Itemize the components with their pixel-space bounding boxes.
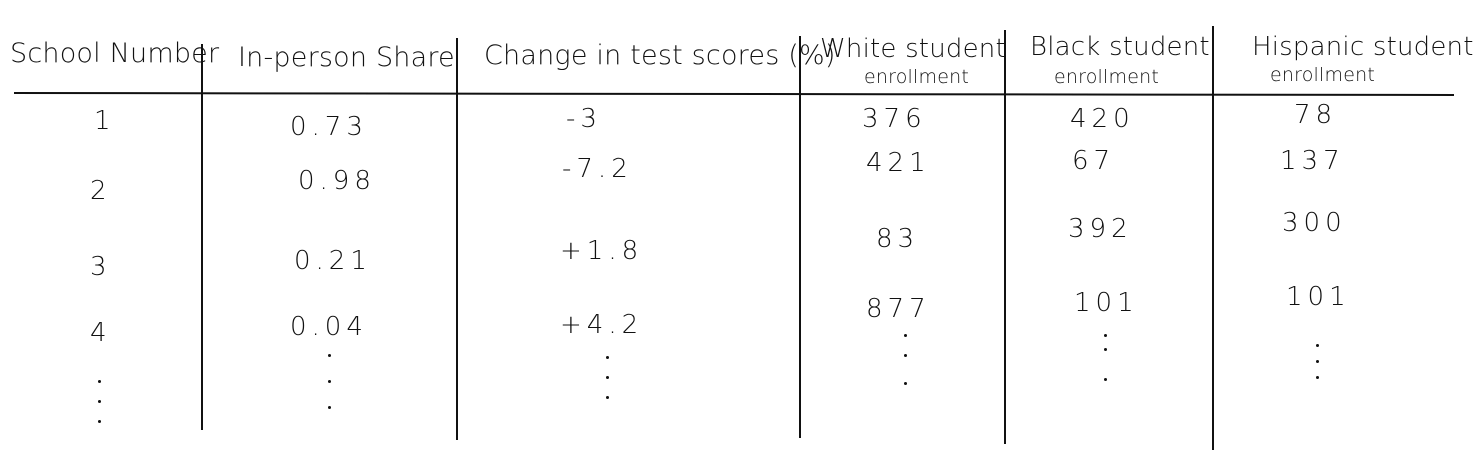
cell-school-number: 4 [90,318,112,348]
column-divider [456,38,458,440]
header-white-enrollment-line2: enrollment [864,66,969,88]
column-divider [799,36,801,438]
column-divider [1212,26,1214,450]
cell-school-number: 2 [90,176,112,206]
cell-black-enrollment: 101 [1074,288,1139,318]
cell-white-enrollment: 83 [876,224,920,254]
cell-in-person-share: 0.21 [294,246,372,276]
cell-in-person-share: 0.98 [298,166,376,196]
cell-white-enrollment: 877 [866,294,931,324]
cell-hispanic-enrollment: 101 [1286,282,1351,312]
cell-change-test-scores: -3 [566,104,602,134]
column-divider [1004,30,1006,444]
header-in-person-share: In-person Share [238,42,455,73]
cell-school-number: 3 [90,252,112,282]
cell-change-test-scores: +1.8 [560,236,644,266]
cell-black-enrollment: 67 [1072,146,1116,176]
cell-black-enrollment: 420 [1070,104,1135,134]
cell-white-enrollment: 421 [866,148,931,178]
header-school-number: School Number [10,38,220,69]
header-rule [13,92,1454,97]
cell-hispanic-enrollment: 137 [1280,146,1345,176]
cell-black-enrollment: 392 [1068,214,1133,244]
cell-in-person-share: 0.04 [290,312,368,342]
cell-in-person-share: 0.73 [290,112,368,142]
cell-hispanic-enrollment: 300 [1282,208,1347,238]
cell-change-test-scores: +4.2 [560,310,644,340]
cell-white-enrollment: 376 [862,104,927,134]
header-hispanic-enrollment-line2: enrollment [1270,64,1375,86]
cell-hispanic-enrollment: 78 [1294,100,1338,130]
header-white-enrollment-line1: White student [820,34,1006,64]
column-divider [201,44,203,430]
header-black-enrollment-line1: Black student [1030,32,1210,62]
cell-change-test-scores: -7.2 [562,154,633,184]
header-black-enrollment-line2: enrollment [1054,66,1159,88]
cell-school-number: 1 [94,106,116,136]
header-hispanic-enrollment-line1: Hispanic student [1252,32,1474,62]
header-change-test-scores: Change in test scores (%) [484,40,836,71]
